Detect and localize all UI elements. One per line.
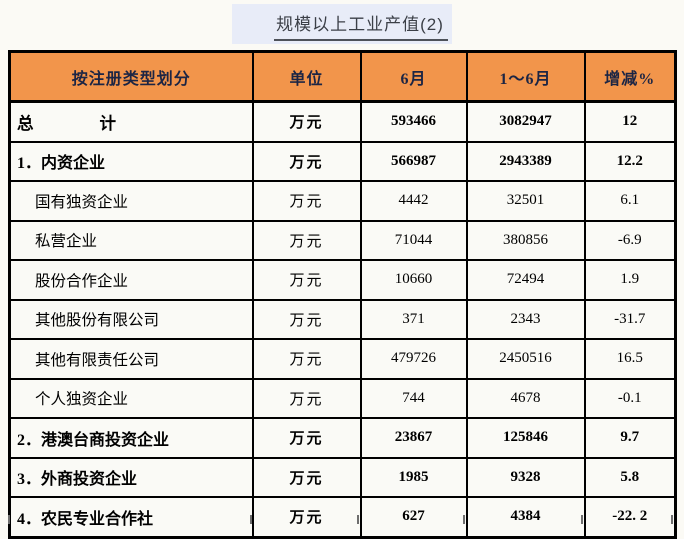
row-label: 2．港澳台商投资企业 — [8, 417, 254, 459]
table-row-foreign-invested: 3．外商投资企业 万元 1985 9328 5.8 — [8, 456, 677, 498]
row-label: 4．农民专业合作社 — [8, 496, 254, 538]
cutoff-gridline — [671, 515, 673, 524]
title-highlight: 规模以上工业产值(2) — [232, 4, 452, 44]
row-janjune-value: 72494 — [465, 259, 586, 301]
row-june-value: 71044 — [359, 219, 468, 261]
table-row-sole-proprietorship: 个人独资企业 万元 744 4678 -0.1 — [8, 377, 677, 419]
table-row-other-joint-stock: 其他股份有限公司 万元 371 2343 -31.7 — [8, 298, 677, 340]
cutoff-gridline — [357, 515, 359, 524]
row-janjune-value: 2343 — [465, 298, 586, 340]
row-label: 私营企业 — [8, 219, 254, 261]
table-header-row: 按注册类型划分 单位 6月 1～6月 增减% — [8, 50, 677, 103]
row-june-value: 566987 — [359, 140, 468, 182]
row-change-value: -6.9 — [583, 219, 677, 261]
industrial-output-table: 按注册类型划分 单位 6月 1～6月 增减% 总 计 万元 593466 308… — [8, 50, 677, 539]
row-june-value: 744 — [359, 377, 468, 419]
row-unit: 万元 — [251, 259, 362, 301]
table-row-farmer-coop: 4．农民专业合作社 万元 627 4384 -22. 2 — [8, 496, 677, 538]
row-janjune-value: 380856 — [465, 219, 586, 261]
row-unit: 万元 — [251, 298, 362, 340]
row-june-value: 4442 — [359, 180, 468, 222]
row-unit: 万元 — [251, 100, 362, 143]
table-row-total: 总 计 万元 593466 3082947 12 — [8, 100, 677, 143]
cutoff-gridline — [581, 515, 583, 524]
row-change-value: -22. 2 — [583, 496, 677, 538]
table-row-other-llc: 其他有限责任公司 万元 479726 2450516 16.5 — [8, 338, 677, 380]
row-label: 3．外商投资企业 — [8, 456, 254, 498]
table-row-state-sole: 国有独资企业 万元 4442 32501 6.1 — [8, 180, 677, 222]
cutoff-gridline — [8, 515, 10, 524]
row-unit: 万元 — [251, 338, 362, 380]
row-change-value: -31.7 — [583, 298, 677, 340]
header-june: 6月 — [359, 50, 468, 103]
header-registration-type: 按注册类型划分 — [8, 50, 254, 103]
row-june-value: 10660 — [359, 259, 468, 301]
row-change-value: 12 — [583, 100, 677, 143]
row-june-value: 479726 — [359, 338, 468, 380]
row-label: 其他有限责任公司 — [8, 338, 254, 380]
row-unit: 万元 — [251, 496, 362, 538]
row-janjune-value: 2943389 — [465, 140, 586, 182]
row-unit: 万元 — [251, 219, 362, 261]
page-title-area: 规模以上工业产值(2) — [0, 4, 684, 44]
row-change-value: 1.9 — [583, 259, 677, 301]
row-june-value: 593466 — [359, 100, 468, 143]
row-label: 其他股份有限公司 — [8, 298, 254, 340]
row-june-value: 1985 — [359, 456, 468, 498]
row-change-value: 9.7 — [583, 417, 677, 459]
row-janjune-value: 32501 — [465, 180, 586, 222]
row-janjune-value: 9328 — [465, 456, 586, 498]
row-unit: 万元 — [251, 456, 362, 498]
row-label: 国有独资企业 — [8, 180, 254, 222]
row-unit: 万元 — [251, 417, 362, 459]
row-label: 个人独资企业 — [8, 377, 254, 419]
header-change-pct: 增减% — [583, 50, 677, 103]
row-june-value: 627 — [359, 496, 468, 538]
row-unit: 万元 — [251, 377, 362, 419]
page-title: 规模以上工业产值(2) — [274, 10, 448, 41]
row-label: 1．内资企业 — [8, 140, 254, 182]
cutoff-gridline — [463, 515, 465, 524]
row-change-value: 6.1 — [583, 180, 677, 222]
row-change-value: 5.8 — [583, 456, 677, 498]
row-june-value: 371 — [359, 298, 468, 340]
row-janjune-value: 4384 — [465, 496, 586, 538]
table-row-domestic: 1．内资企业 万元 566987 2943389 12.2 — [8, 140, 677, 182]
table-row-private: 私营企业 万元 71044 380856 -6.9 — [8, 219, 677, 261]
table-row-joint-stock-coop: 股份合作企业 万元 10660 72494 1.9 — [8, 259, 677, 301]
row-janjune-value: 125846 — [465, 417, 586, 459]
header-jan-june: 1～6月 — [465, 50, 586, 103]
table-row-hk-macao-taiwan: 2．港澳台商投资企业 万元 23867 125846 9.7 — [8, 417, 677, 459]
row-unit: 万元 — [251, 140, 362, 182]
row-unit: 万元 — [251, 180, 362, 222]
cutoff-gridline — [250, 515, 252, 524]
row-label: 股份合作企业 — [8, 259, 254, 301]
header-unit: 单位 — [251, 50, 362, 103]
row-change-value: -0.1 — [583, 377, 677, 419]
row-label: 总 计 — [8, 100, 254, 143]
row-janjune-value: 2450516 — [465, 338, 586, 380]
row-janjune-value: 3082947 — [465, 100, 586, 143]
row-janjune-value: 4678 — [465, 377, 586, 419]
row-change-value: 16.5 — [583, 338, 677, 380]
row-june-value: 23867 — [359, 417, 468, 459]
row-change-value: 12.2 — [583, 140, 677, 182]
